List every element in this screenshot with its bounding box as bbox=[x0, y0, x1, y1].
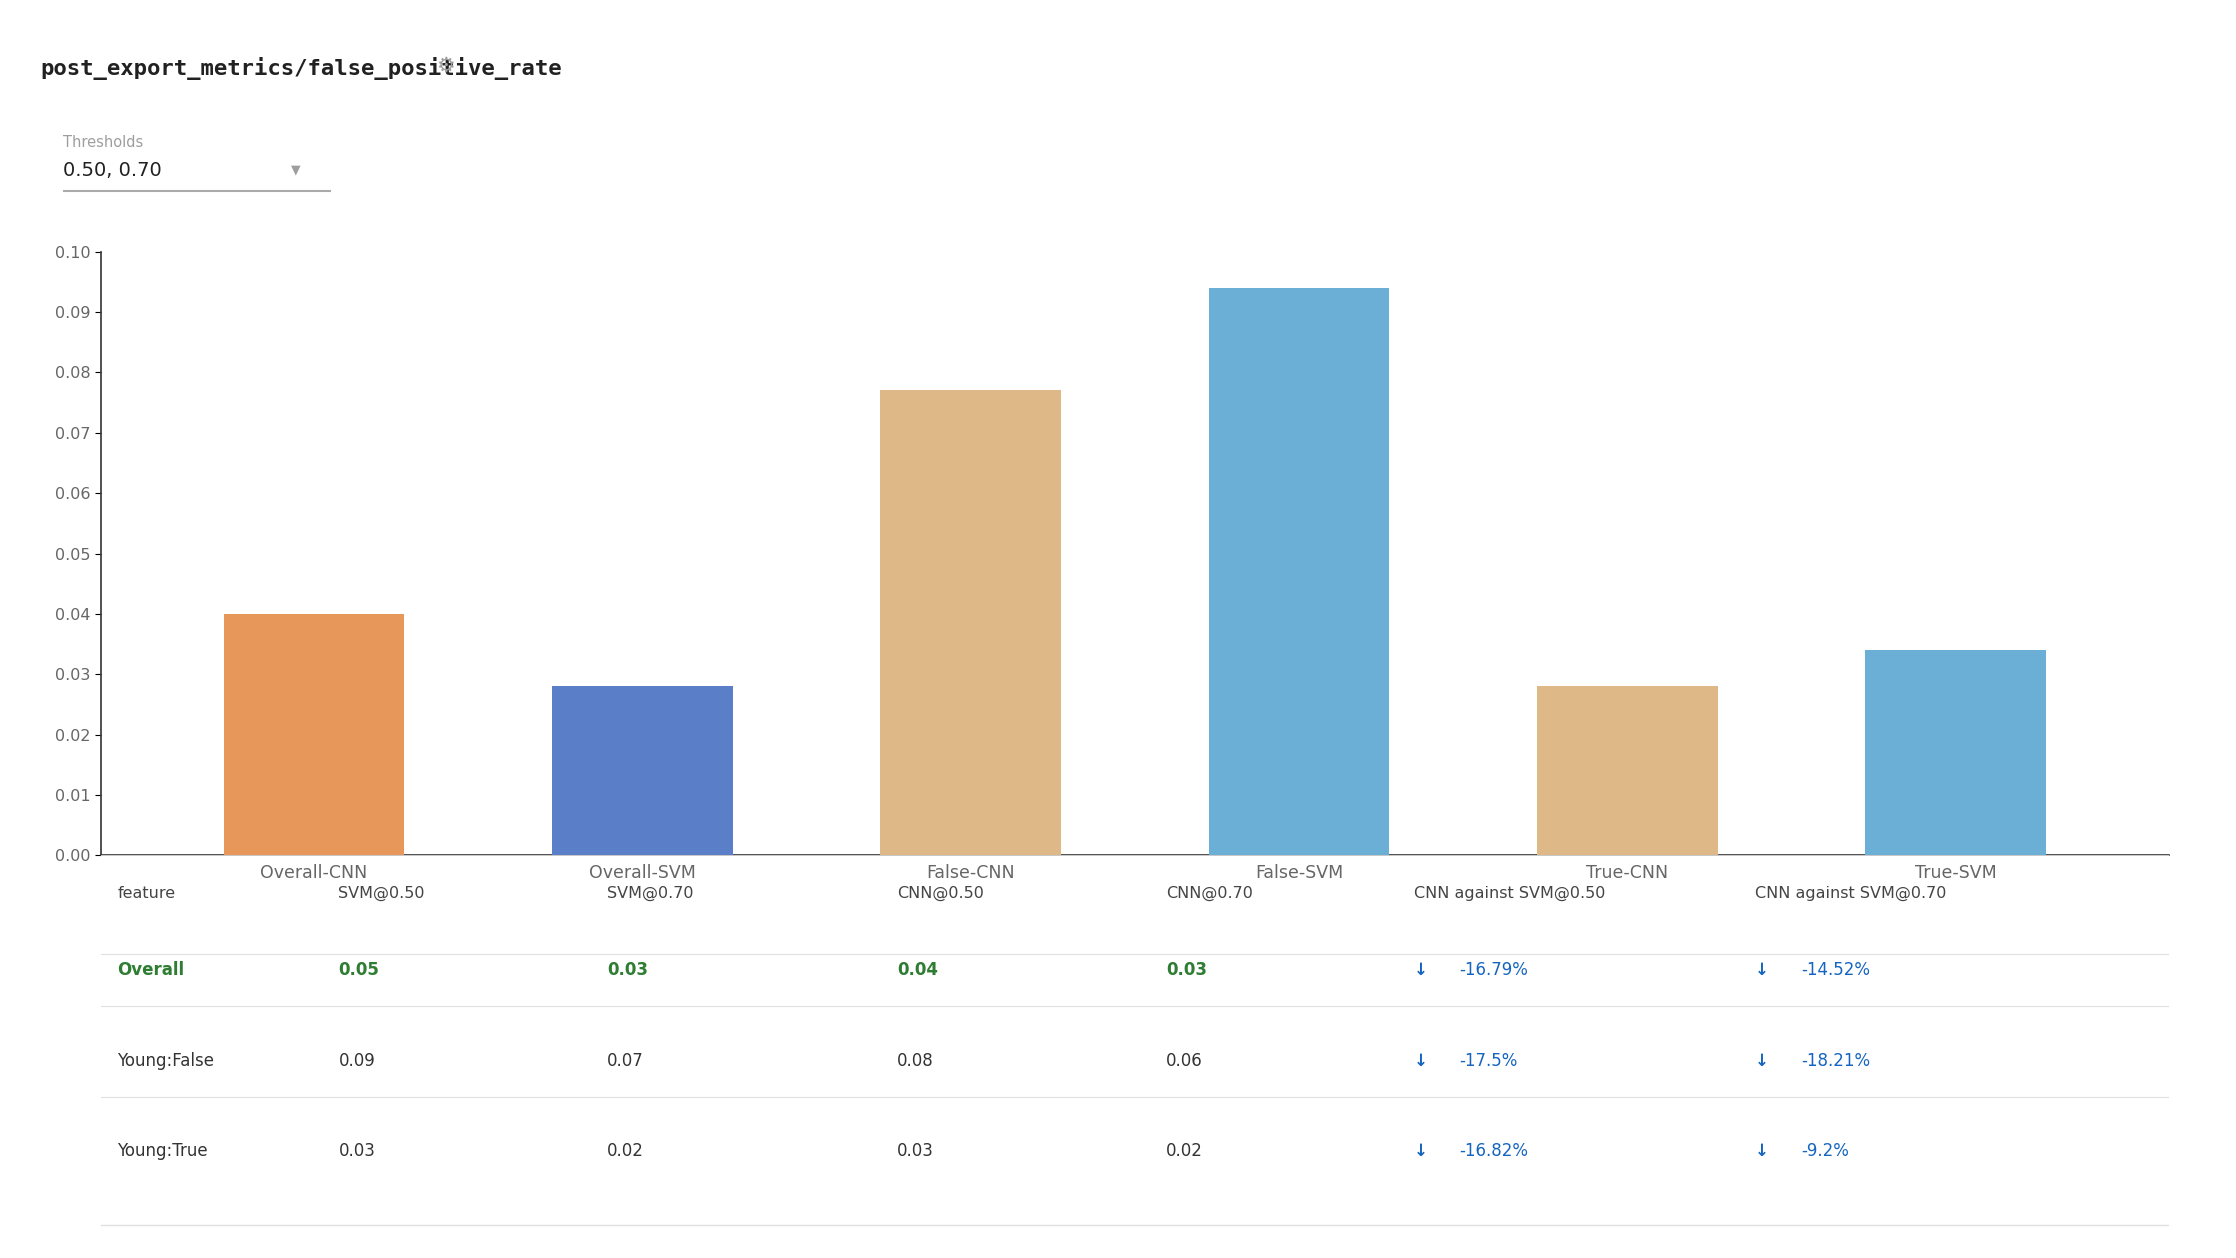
Bar bbox=[552, 687, 733, 855]
Text: 0.07: 0.07 bbox=[608, 1052, 644, 1069]
Text: -16.79%: -16.79% bbox=[1460, 961, 1529, 979]
Text: 0.03: 0.03 bbox=[1165, 961, 1207, 979]
Text: 0.05: 0.05 bbox=[338, 961, 380, 979]
Text: -18.21%: -18.21% bbox=[1800, 1052, 1869, 1069]
Text: Overall: Overall bbox=[116, 961, 183, 979]
Text: Thresholds: Thresholds bbox=[63, 135, 143, 150]
Text: SVM@0.50: SVM@0.50 bbox=[338, 886, 425, 901]
Text: ↓: ↓ bbox=[1755, 961, 1769, 979]
Text: CNN@0.50: CNN@0.50 bbox=[897, 886, 984, 901]
Text: 0.06: 0.06 bbox=[1165, 1052, 1203, 1069]
Text: post_export_metrics/false_positive_rate: post_export_metrics/false_positive_rate bbox=[40, 57, 561, 79]
Text: Young:True: Young:True bbox=[116, 1142, 208, 1160]
Text: Young:False: Young:False bbox=[116, 1052, 215, 1069]
Text: feature: feature bbox=[116, 886, 174, 901]
Text: CNN against SVM@0.50: CNN against SVM@0.50 bbox=[1413, 886, 1605, 901]
Bar bbox=[1865, 650, 2046, 855]
Text: -14.52%: -14.52% bbox=[1800, 961, 1869, 979]
Text: ⚙: ⚙ bbox=[436, 55, 454, 75]
Text: 0.02: 0.02 bbox=[1165, 1142, 1203, 1160]
Text: -16.82%: -16.82% bbox=[1460, 1142, 1529, 1160]
Text: 0.03: 0.03 bbox=[897, 1142, 935, 1160]
Bar bbox=[881, 390, 1060, 855]
Text: 0.09: 0.09 bbox=[338, 1052, 376, 1069]
Text: ↓: ↓ bbox=[1755, 1052, 1769, 1069]
Text: -17.5%: -17.5% bbox=[1460, 1052, 1518, 1069]
Text: 0.03: 0.03 bbox=[338, 1142, 376, 1160]
Bar bbox=[224, 614, 405, 855]
Text: ↓: ↓ bbox=[1413, 961, 1429, 979]
Bar bbox=[1210, 288, 1389, 855]
Bar bbox=[1536, 687, 1717, 855]
Text: SVM@0.70: SVM@0.70 bbox=[608, 886, 693, 901]
Text: 0.04: 0.04 bbox=[897, 961, 937, 979]
Text: 0.02: 0.02 bbox=[608, 1142, 644, 1160]
Text: 0.50, 0.70: 0.50, 0.70 bbox=[63, 161, 161, 180]
Text: ↓: ↓ bbox=[1413, 1052, 1429, 1069]
Text: ↓: ↓ bbox=[1413, 1142, 1429, 1160]
Text: ↓: ↓ bbox=[1755, 1142, 1769, 1160]
Text: CNN@0.70: CNN@0.70 bbox=[1165, 886, 1252, 901]
Text: 0.08: 0.08 bbox=[897, 1052, 935, 1069]
Text: ▼: ▼ bbox=[291, 164, 300, 176]
Text: CNN against SVM@0.70: CNN against SVM@0.70 bbox=[1755, 886, 1948, 901]
Text: -9.2%: -9.2% bbox=[1800, 1142, 1849, 1160]
Text: 0.03: 0.03 bbox=[608, 961, 648, 979]
